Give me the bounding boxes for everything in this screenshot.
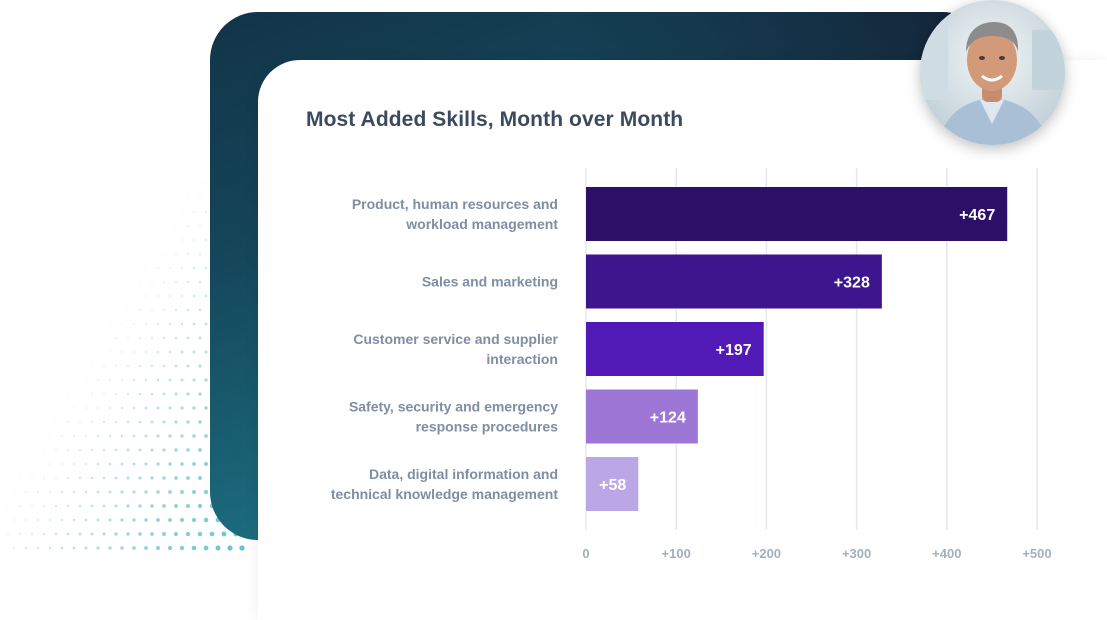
x-tick-label: +200 (752, 546, 781, 561)
x-tick-label: 0 (582, 546, 589, 561)
bar-value-label: +467 (959, 207, 995, 224)
bar-value-label: +124 (650, 410, 686, 427)
person-portrait-icon (920, 0, 1065, 145)
bar-value-label: +58 (599, 477, 626, 494)
x-tick-label: +300 (842, 546, 871, 561)
x-tick-label: +100 (662, 546, 691, 561)
x-tick-label: +400 (932, 546, 961, 561)
bar-value-label: +197 (716, 342, 752, 359)
bar (586, 187, 1007, 241)
x-tick-label: +500 (1022, 546, 1051, 561)
avatar (920, 0, 1065, 145)
category-label: Sales and marketing (422, 274, 558, 290)
bar-value-label: +328 (834, 275, 870, 292)
